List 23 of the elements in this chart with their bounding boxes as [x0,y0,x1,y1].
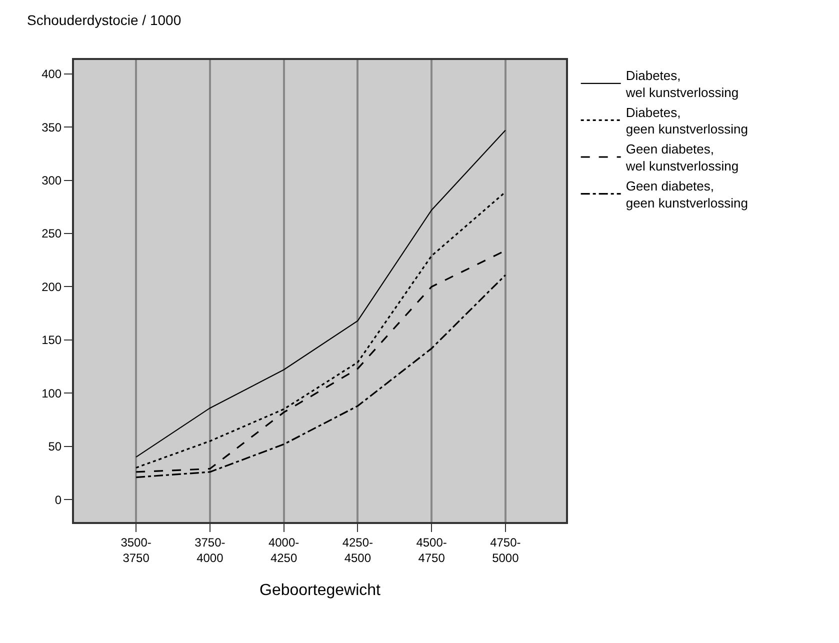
y-tick-label: 100 [42,386,62,400]
line-series [135,191,506,469]
x-tick-label: 4500-4750 [416,535,447,565]
y-tick-label: 0 [54,492,62,507]
y-tick-label: 400 [42,67,62,82]
line-series [136,130,506,458]
y-tick-label: 250 [42,226,62,241]
y-tick-label: 350 [42,120,62,134]
x-tick-label: 4000-4250 [268,535,300,565]
legend-label: Diabetes, geen kunstverlossing [626,104,748,137]
x-tick-label: 3500-3750 [120,535,152,565]
x-axis-title: Geboortegewicht [260,582,382,600]
legend-label: Geen diabetes, geen kunstverlossing [626,178,748,210]
y-axis-title: Schouderdystocie / 1000 [27,12,182,28]
y-tick-label: 300 [42,173,62,188]
x-tick-label: 4750-5000 [490,535,521,565]
legend-label: Geen diabetes, wel kunstverlossing [624,142,739,174]
y-tick-label: 150 [42,333,62,348]
y-tick-label: 50 [48,440,62,454]
y-tick-label: 200 [42,280,62,294]
x-tick-label: 3750-4000 [194,535,226,565]
legend-label: Diabetes, wel kunstverlossing [624,68,739,100]
x-tick-label: 4250-4500 [342,535,374,565]
